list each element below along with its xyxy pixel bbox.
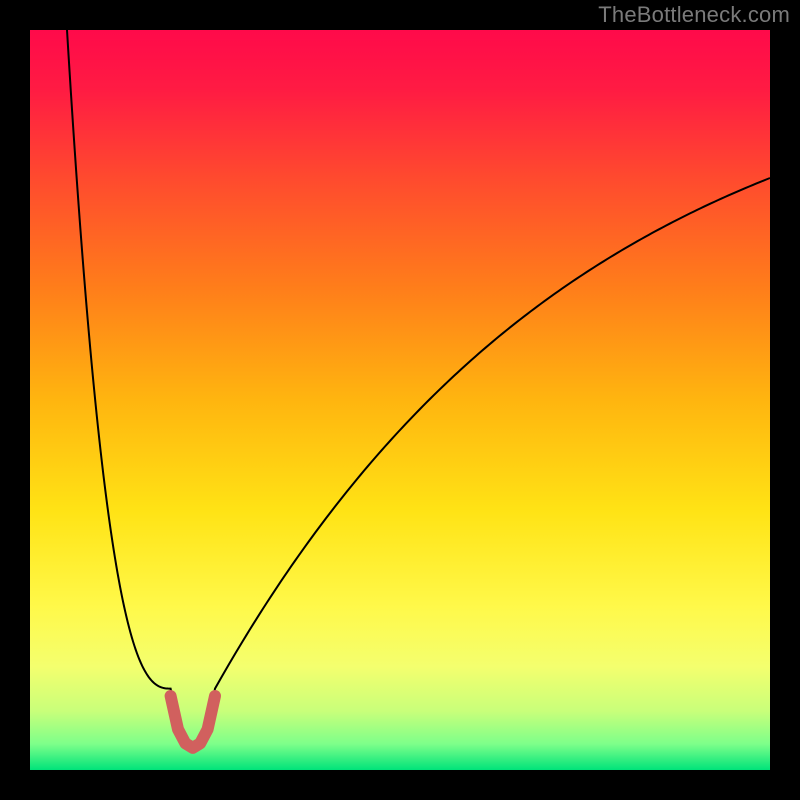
bottleneck-chart xyxy=(0,0,800,800)
stage: TheBottleneck.com xyxy=(0,0,800,800)
plot-background xyxy=(30,30,770,770)
watermark-text: TheBottleneck.com xyxy=(598,2,790,28)
